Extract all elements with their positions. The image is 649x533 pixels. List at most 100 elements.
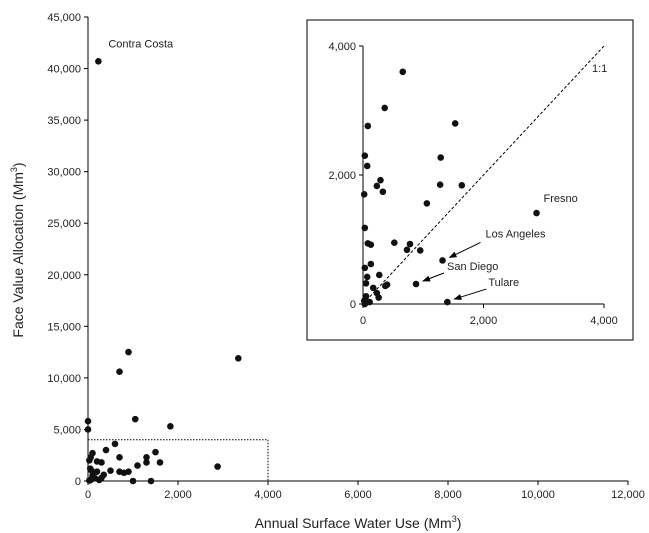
data-point [147,477,155,485]
y-tick-label: 25,000 [47,218,81,230]
data-point [214,463,221,470]
data-point [116,368,123,376]
inset-point-label: Fresno [544,193,578,205]
x-tick-label: 6,000 [344,489,372,501]
x-axis-title: Annual Surface Water Use (Mm3) [255,514,462,531]
main-labels: Contra Costa [108,38,174,50]
inset-point-label: Tulare [488,277,519,289]
inset-point-label: San Diego [447,261,498,273]
inset-data-point [363,162,371,170]
inset-data-point [399,68,407,76]
data-point [84,417,92,425]
y-tick-label: 30,000 [47,167,81,179]
inset-data-point [439,257,446,264]
data-point [100,471,108,479]
label-arrow [453,288,487,300]
y-tick-label: 5,000 [53,424,81,436]
data-point [84,426,92,433]
data-point [120,469,128,477]
inset-data-point [458,182,466,189]
data-point [235,354,242,362]
data-point [93,458,101,465]
inset-data-point [361,152,369,159]
inset-y-tick-label: 0 [350,299,356,311]
y-tick-label: 10,000 [47,373,81,385]
data-point [134,462,141,469]
inset-y-tick-label: 4,000 [328,41,356,53]
data-point [125,348,132,356]
inset-data-point [451,120,459,127]
y-tick-label: 40,000 [47,64,81,76]
inset-data-point [361,264,369,272]
data-point [88,467,95,474]
label-arrow [448,242,481,258]
data-point [156,459,164,466]
inset-points [360,68,540,308]
y-axis-title: Face Value Allocation (Mm3) [9,162,26,337]
main-ticks: 0 5,000 10,000 15,000 20,000 25,000 30,000 35,0… [47,12,644,501]
y-tick-label: 20,000 [47,270,81,282]
inset-data-point [375,271,383,279]
data-point [131,415,139,423]
data-point [93,468,101,476]
data-point [111,440,119,448]
x-tick-label: 10,000 [521,489,555,501]
main-points [84,58,242,485]
inset-labels: Fresno Los Angeles San Diego Tulare [422,193,578,300]
inset-data-point [423,200,431,207]
inset-data-point [367,260,375,268]
inset-x-tick-label: 4,000 [590,315,618,327]
inset-data-point [416,247,424,254]
y-tick-label: 35,000 [47,115,81,127]
y-tick-label: 15,000 [47,321,81,333]
x-tick-label: 12,000 [611,489,645,501]
x-tick-label: 2,000 [164,489,192,501]
inset-data-point [364,122,372,130]
inset-data-point [363,273,371,281]
data-point [129,477,137,485]
data-point [86,477,93,484]
inset-data-point [379,188,387,196]
data-point [95,476,103,484]
x-tick-label: 4,000 [254,489,282,501]
y-tick-label: 45,000 [47,12,81,24]
inset-data-point [436,181,444,188]
inset-data-point [403,246,411,254]
inset-data-point [369,284,377,292]
inset-plot: 0 2,000 4,000 0 2,000 4,000 1:1 Fresno Los Ang… [306,19,634,341]
inset-x-tick-label: 2,000 [470,315,498,327]
inset-data-point [361,224,369,232]
inset-data-point [533,209,540,217]
x-tick-label: 8,000 [434,489,462,501]
inset-data-point [412,280,420,288]
inset-data-point [381,104,388,112]
inset-data-point [437,154,445,161]
data-point [167,423,174,430]
data-point [143,453,150,461]
inset-data-point [361,300,369,308]
inset-data-point [383,281,391,288]
data-point [116,453,123,461]
inset-x-tick-label: 0 [360,315,366,327]
inset-data-point [391,239,398,247]
one-to-one-label: 1:1 [592,63,607,75]
data-point [143,459,150,466]
data-point [107,467,114,474]
inset-data-point [375,294,382,301]
data-point [102,446,110,454]
inset-data-point [444,298,451,306]
x-tick-label: 0 [85,489,91,501]
zoom-box [87,439,269,482]
inset-point-label: Los Angeles [486,228,546,240]
inset-ticks: 0 2,000 4,000 0 2,000 4,000 [328,41,617,327]
label-arrow [422,272,445,282]
point-label: Contra Costa [108,38,174,50]
data-point [86,457,93,464]
inset-data-point [367,241,375,248]
inset-data-point [360,191,368,198]
data-point [95,58,102,65]
y-tick-label: 0 [75,476,81,488]
main-plot: 0 5,000 10,000 15,000 20,000 25,000 30,000 35,0… [9,12,645,531]
inset-data-point [362,280,370,287]
